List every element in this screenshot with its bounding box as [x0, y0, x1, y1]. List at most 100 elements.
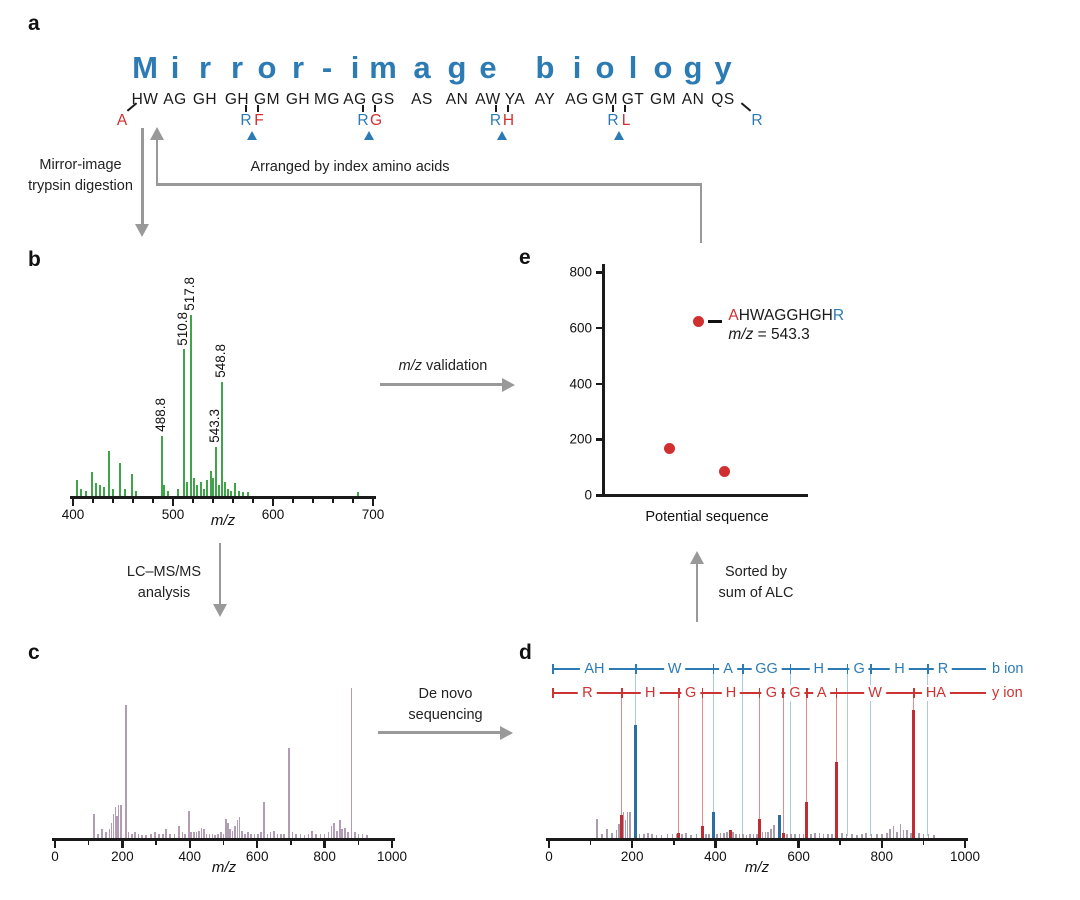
spectrum-peak	[918, 832, 921, 838]
spectrum-peak	[260, 832, 263, 838]
spectrum-peak	[246, 832, 249, 838]
spectrum-peak	[189, 315, 192, 496]
arranged-connector-vertical	[699, 183, 702, 243]
residue-pair: GT	[621, 91, 645, 108]
spectrum-peak	[269, 832, 272, 838]
spectrum-peak	[134, 832, 136, 838]
y-ion-tick	[701, 688, 704, 698]
spectrum-peak	[167, 490, 169, 496]
sequence-label-part: R	[832, 307, 845, 325]
data-point	[664, 442, 676, 454]
spectrum-peak	[206, 479, 208, 496]
panel-d-xaxis-label: m/z	[744, 859, 770, 876]
b-ion-legend: b ion	[992, 660, 1024, 677]
denovo-label: De novo sequencing	[383, 684, 508, 726]
b-ion-guide-line	[712, 673, 714, 836]
y-ion-segment-label: HA	[921, 684, 950, 701]
spectrum-peak	[885, 832, 888, 838]
b-ion-tick	[552, 664, 554, 674]
trypsin-label-line1: Mirror-image	[39, 157, 122, 173]
tick-label: 600	[261, 507, 285, 522]
spectrum-peak	[708, 834, 710, 838]
spectrum-peak	[117, 805, 120, 838]
spectrum-peak	[892, 826, 895, 838]
spectrum-peak	[618, 823, 620, 838]
spectrum-peak	[190, 832, 192, 838]
data-point	[719, 466, 731, 478]
mz-value-rest: = 543.3	[753, 326, 810, 344]
spectrum-peak	[677, 832, 681, 838]
title-letter: y	[714, 50, 732, 85]
mz-validation-arrow-line	[380, 383, 502, 386]
spectrum-peak	[141, 835, 143, 838]
mz-validation-label: m/z validation	[377, 356, 509, 377]
title-letter: l	[628, 50, 638, 85]
b-ion-guide-line	[870, 673, 872, 836]
y-ion-guide-line	[782, 697, 784, 836]
spectrum-peak	[283, 833, 285, 838]
spectrum-peak	[666, 834, 669, 838]
axis-tick	[132, 498, 134, 503]
y-ion-segment-label: A	[812, 684, 831, 701]
spectrum-peak	[738, 834, 741, 838]
spectrum-peak	[131, 474, 133, 496]
peak-label: 543.3	[207, 409, 223, 444]
spectrum-peak	[624, 820, 627, 838]
spectrum-peak	[192, 477, 195, 496]
axis-tick	[596, 494, 602, 497]
spectrum-peak	[108, 450, 110, 496]
spectrum-peak	[137, 833, 140, 838]
b-ion-tick	[789, 664, 792, 674]
spectrum-peak	[681, 834, 683, 838]
axis-tick	[212, 498, 214, 503]
spectrum-peak	[211, 833, 214, 838]
tick-label: 500	[161, 507, 185, 522]
y-ion-tick	[552, 688, 554, 698]
spectrum-peak	[845, 834, 848, 838]
spectrum-peak	[145, 835, 147, 838]
tick-label: 0	[584, 487, 592, 503]
tick-label: 600	[245, 849, 269, 864]
axis-tick	[71, 498, 75, 506]
c-term-residue: R	[751, 112, 763, 129]
axis-tick	[839, 840, 841, 845]
spectrum-peak	[341, 829, 343, 838]
sequence-label-part: A	[728, 307, 739, 325]
axis-tick	[192, 498, 194, 503]
spectrum-peak	[266, 833, 269, 838]
b-ion-tick	[742, 664, 744, 674]
spectrum-peak	[638, 834, 641, 838]
tick-label: 200	[111, 849, 134, 864]
residue-pair: AG	[565, 91, 589, 108]
spectrum-peak	[881, 834, 883, 838]
y-ion-segment-label: G	[681, 684, 701, 701]
trypsin-label-line2: trypsin digestion	[28, 178, 133, 194]
spectrum-peak	[912, 710, 916, 838]
axis-tick	[922, 840, 925, 845]
arranged-label: Arranged by index amino acids	[250, 159, 450, 175]
cleavage-tick	[374, 105, 376, 112]
tick-label: 200	[569, 431, 592, 447]
spectrum-peak	[690, 835, 693, 838]
spectrum-peak	[181, 832, 184, 838]
cleavage-tick	[362, 105, 364, 112]
mz-validation-label-italic: m/z	[398, 358, 423, 374]
index-residue-red: F	[254, 112, 264, 129]
panel-label-d: d	[519, 641, 532, 664]
spectrum-peak	[238, 490, 240, 496]
b-ion-segment-label: H	[809, 660, 829, 677]
arranged-arrow-head-icon	[149, 127, 164, 140]
spectrum-peak	[229, 829, 232, 838]
b-ion-guide-line	[846, 673, 848, 836]
residue-pair: YA	[504, 91, 526, 108]
mz-value-italic: m/z	[728, 326, 754, 344]
spectrum-peak	[157, 833, 160, 838]
spectrum-peak	[705, 834, 708, 838]
spectrum-peak	[622, 812, 625, 838]
spectrum-peak	[831, 834, 833, 838]
spectrum-peak	[195, 832, 198, 838]
title-letter: e	[479, 50, 497, 85]
b-ion-segment-label: H	[890, 660, 909, 677]
tick-label: 600	[787, 849, 810, 864]
spectrum-peak	[742, 834, 745, 838]
